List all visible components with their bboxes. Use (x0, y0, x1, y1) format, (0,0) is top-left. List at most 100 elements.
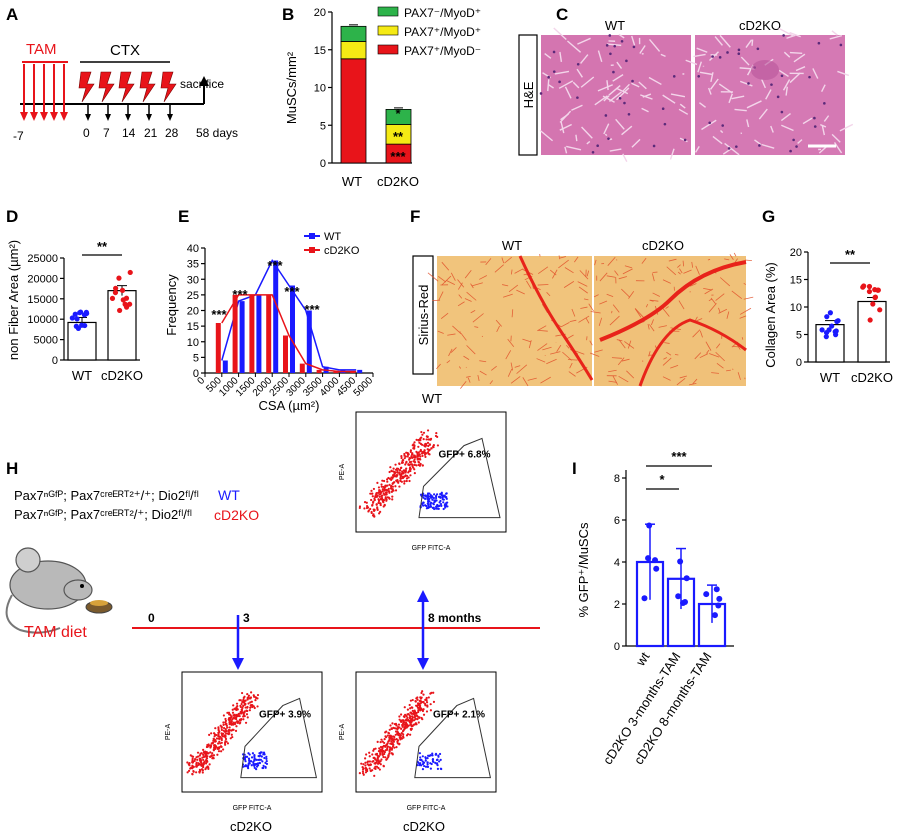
flow-event-red (414, 715, 417, 718)
he-fiber-edge (544, 52, 552, 59)
flow-event-red (415, 464, 418, 467)
flow-event-red (413, 709, 416, 712)
dot (69, 315, 75, 321)
flow-event-red (406, 716, 409, 720)
he-fiber-edge (761, 143, 775, 149)
flow-event-red (377, 749, 381, 753)
flow-event-blue (445, 492, 448, 495)
he-fiber-edge (648, 76, 662, 86)
dot (827, 310, 833, 316)
sirius-fiber-edge (641, 257, 647, 264)
flow-event-red (205, 757, 209, 760)
flow-event-red (376, 481, 379, 485)
sirius-fiber-edge (575, 350, 585, 355)
dot (680, 600, 687, 607)
sirius-fiber-edge (537, 325, 547, 332)
he-nucleus (552, 50, 556, 54)
dot (119, 287, 126, 293)
dot (645, 555, 652, 562)
sirius-fiber-edge (658, 325, 667, 328)
flow-event-red (409, 450, 412, 453)
panel-e: E Frequency 0 5 10 15 20 25 30 35 40 05001000150… (164, 207, 375, 413)
flow-event-red (385, 492, 388, 495)
he-nucleus (789, 149, 792, 153)
ytick-label: 10000 (27, 314, 58, 326)
flow-event-red (405, 715, 408, 718)
flow-event-blue (421, 502, 424, 505)
flow-event-blue (438, 504, 441, 507)
sirius-fiber-edge (491, 365, 497, 371)
flow-event-red (387, 476, 390, 480)
sirius-septum (638, 318, 747, 387)
flow-event-red (418, 441, 421, 444)
dot (716, 595, 723, 602)
he-fiber-edge (631, 82, 640, 88)
dot (877, 307, 883, 313)
flow-event-red (371, 753, 374, 756)
he-fiber-edge (761, 79, 767, 89)
flow-event-red (411, 706, 414, 709)
flow-event-red (187, 769, 191, 772)
he-nucleus (721, 124, 724, 127)
sirius-fiber-edge (618, 276, 627, 280)
panel-e-legend: WT cD2KO (304, 231, 360, 257)
he-fiber-edge (547, 79, 550, 92)
flow-event-red (389, 746, 392, 750)
flow-event-red (236, 704, 239, 708)
sirius-fiber-edge (536, 358, 546, 363)
bar-cD2KO (283, 335, 288, 373)
sirius-fiber-edge (495, 319, 502, 327)
flow-event-red (251, 704, 254, 707)
flow-event-red (205, 751, 208, 754)
flow-event-red (231, 718, 234, 721)
sirius-fiber-edge (588, 303, 594, 312)
flow-frame (355, 671, 497, 793)
sirius-fiber-edge (676, 377, 686, 386)
bar-cD2KO (350, 371, 356, 373)
sirius-fiber-edge (585, 317, 590, 324)
flow-event-red (207, 752, 210, 755)
flow-event-red (405, 467, 408, 470)
flow-gate-label: GFP+ 3.9% (259, 710, 311, 721)
flow-event-red (371, 504, 374, 507)
flow-event-red (412, 466, 415, 469)
flow-event-red (380, 485, 383, 488)
flow-event-blue (265, 755, 268, 758)
sirius-fiber-edge (479, 360, 487, 363)
he-fiber-edge (679, 103, 686, 109)
flow-event-red (378, 489, 381, 492)
flow-event-red (399, 477, 402, 480)
flow-event-red (388, 728, 391, 731)
flow-event-red (235, 702, 239, 705)
he-fiber-edge (642, 93, 652, 98)
flow-event-red (400, 455, 403, 458)
ytick-label: 8 (614, 473, 620, 485)
flow-event-red (404, 455, 407, 458)
sirius-fiber-edge (463, 355, 470, 360)
sirius-fiber-edge (574, 256, 579, 263)
he-fiber-edge (609, 148, 622, 152)
flow-event-red (409, 733, 412, 736)
flow-event-red (385, 498, 388, 501)
sirius-texture (427, 252, 754, 389)
sirius-fiber-edge (580, 306, 588, 309)
flow-event-red (409, 699, 413, 702)
sirius-fiber-edge (472, 313, 484, 323)
flow-event-red (375, 759, 378, 762)
flow-event-red (204, 754, 208, 757)
flow-event-blue (446, 505, 449, 508)
sirius-fiber-edge (464, 270, 472, 279)
flow-event-red (200, 768, 204, 771)
flow-event-blue (432, 502, 435, 505)
he-nucleus (631, 79, 634, 83)
dot (653, 565, 660, 572)
panel-e-sig-3000: *** (304, 302, 320, 317)
flow-event-red (404, 721, 408, 724)
flow-event-red (196, 758, 199, 761)
sirius-fiber-edge (437, 330, 444, 334)
flow-event-red (396, 471, 399, 474)
day-0: 0 (83, 126, 90, 140)
flow-event-red (421, 454, 424, 458)
flow-event-blue (422, 761, 426, 764)
flow-event-red (398, 462, 401, 466)
